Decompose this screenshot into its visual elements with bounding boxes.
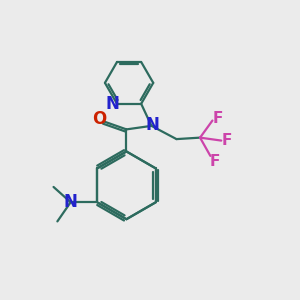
- Text: N: N: [106, 95, 119, 113]
- Text: N: N: [145, 116, 159, 134]
- Text: F: F: [222, 133, 232, 148]
- Text: F: F: [210, 154, 220, 169]
- Text: N: N: [63, 193, 77, 211]
- Text: F: F: [212, 111, 223, 126]
- Text: O: O: [92, 110, 106, 128]
